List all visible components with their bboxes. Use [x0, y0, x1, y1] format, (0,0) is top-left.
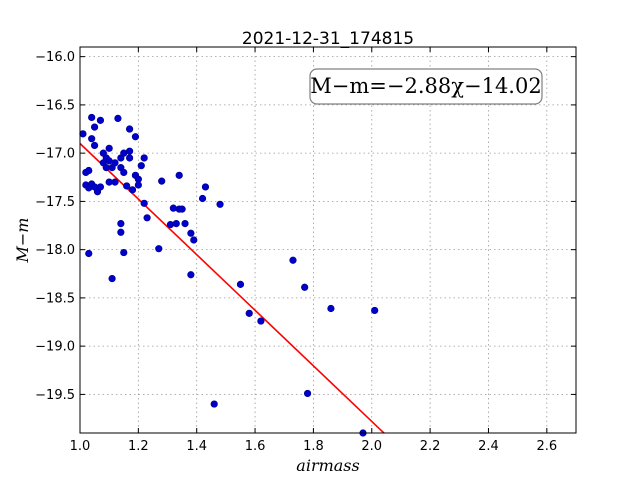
- data-point: [301, 283, 309, 291]
- data-point: [245, 309, 253, 317]
- data-point: [201, 183, 210, 191]
- grid: [79, 47, 576, 433]
- legend: M−m=−2.88χ−14.02: [309, 68, 543, 105]
- data-point: [90, 141, 99, 150]
- data-point: [137, 162, 145, 170]
- data-point: [169, 204, 177, 212]
- data-point: [143, 214, 151, 222]
- data-point: [111, 159, 119, 167]
- data-point: [216, 200, 224, 208]
- y-tick-label: −16.0: [35, 50, 75, 65]
- data-point: [126, 154, 134, 162]
- x-tick-label: 1.8: [303, 439, 324, 454]
- y-tick-label: −18.0: [35, 243, 75, 258]
- plot-frame: [79, 46, 577, 434]
- data-point: [79, 130, 87, 138]
- x-tick-label: 1.4: [186, 439, 207, 454]
- data-point: [155, 245, 163, 253]
- data-point: [128, 186, 137, 194]
- y-tick-label: −16.5: [35, 98, 75, 113]
- x-tick-label: 2.2: [420, 439, 441, 454]
- data-point: [120, 168, 128, 177]
- data-point: [371, 306, 379, 315]
- x-tick-label: 2.4: [478, 439, 499, 454]
- data-point: [111, 178, 119, 186]
- data-point: [126, 125, 134, 133]
- data-point: [178, 205, 186, 213]
- y-tick-label: −17.0: [35, 147, 75, 162]
- data-point: [126, 147, 134, 155]
- data-point: [140, 154, 148, 162]
- data-point: [96, 183, 105, 191]
- y-tick-label: −19.5: [35, 388, 75, 403]
- y-tick-label: −18.5: [35, 291, 75, 306]
- x-tick-label: 1.6: [245, 439, 266, 454]
- fit-equation-label: M−m=−2.88χ−14.02: [310, 74, 541, 98]
- legend-box: [309, 68, 543, 105]
- data-point: [257, 317, 265, 325]
- data-point: [88, 135, 96, 143]
- data-point: [166, 220, 175, 229]
- y-tick-label: −19.0: [35, 340, 75, 355]
- data-point: [88, 113, 96, 122]
- data-point: [123, 182, 131, 190]
- data-point: [327, 304, 335, 313]
- y-axis-label: M−m: [13, 218, 32, 264]
- data-point: [187, 229, 195, 237]
- points-layer: [79, 113, 379, 437]
- data-point: [117, 219, 125, 228]
- data-point: [187, 271, 195, 279]
- x-tick-label: 1.2: [128, 439, 149, 454]
- data-point: [190, 236, 198, 244]
- ticks: 1.0 1.2 1.4 1.6 1.8 2.0 2.2 2.4 2.6 −16.0 −16.5 −17…: [35, 47, 576, 454]
- data-point: [117, 228, 125, 236]
- data-point: [108, 275, 116, 283]
- x-tick-label: 2.6: [536, 439, 557, 454]
- data-point: [158, 177, 166, 185]
- y-tick-label: −17.5: [35, 195, 75, 210]
- x-tick-label: 2.0: [361, 439, 382, 454]
- data-point: [85, 249, 93, 258]
- x-tick-label: 1.0: [70, 439, 91, 454]
- data-point: [289, 256, 297, 264]
- data-point: [120, 248, 128, 257]
- data-point: [96, 116, 105, 124]
- data-point: [181, 219, 189, 228]
- data-point: [198, 194, 207, 203]
- data-point: [90, 123, 99, 131]
- data-point: [134, 181, 142, 189]
- x-axis-label: airmass: [296, 456, 359, 475]
- data-point: [303, 389, 312, 398]
- data-point: [114, 114, 122, 123]
- data-point: [175, 171, 183, 179]
- data-point: [131, 133, 140, 141]
- data-point: [85, 166, 93, 175]
- data-point: [210, 400, 218, 408]
- data-point: [140, 199, 148, 207]
- data-point: [105, 144, 113, 152]
- data-point: [172, 219, 180, 228]
- chart-title: 2021-12-31_174815: [242, 29, 414, 49]
- data-point: [236, 280, 245, 288]
